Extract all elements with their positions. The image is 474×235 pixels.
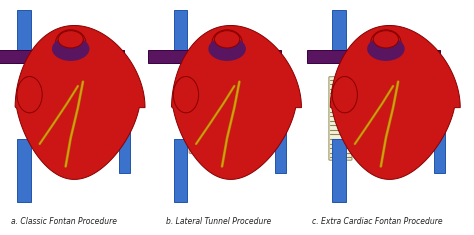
FancyBboxPatch shape: [148, 50, 281, 63]
Polygon shape: [15, 25, 145, 179]
Text: a. Classic Fontan Procedure: a. Classic Fontan Procedure: [11, 217, 117, 226]
FancyBboxPatch shape: [332, 10, 346, 63]
Ellipse shape: [214, 31, 240, 48]
FancyBboxPatch shape: [434, 63, 445, 173]
FancyBboxPatch shape: [17, 139, 31, 202]
FancyBboxPatch shape: [17, 10, 31, 63]
Ellipse shape: [367, 37, 405, 61]
FancyBboxPatch shape: [173, 139, 187, 202]
Ellipse shape: [209, 37, 246, 61]
FancyBboxPatch shape: [189, 82, 210, 153]
Ellipse shape: [17, 77, 42, 113]
Ellipse shape: [212, 30, 242, 56]
FancyBboxPatch shape: [0, 50, 125, 63]
FancyBboxPatch shape: [307, 50, 440, 63]
Ellipse shape: [55, 30, 86, 56]
Ellipse shape: [58, 31, 83, 48]
Polygon shape: [330, 25, 460, 179]
Text: c. Extra Cardiac Fontan Procedure: c. Extra Cardiac Fontan Procedure: [312, 217, 443, 226]
FancyBboxPatch shape: [173, 10, 187, 63]
Ellipse shape: [52, 37, 90, 61]
Ellipse shape: [173, 77, 199, 113]
Polygon shape: [172, 25, 301, 179]
FancyBboxPatch shape: [275, 63, 286, 173]
Ellipse shape: [373, 31, 399, 48]
FancyBboxPatch shape: [332, 139, 346, 202]
Text: b. Lateral Tunnel Procedure: b. Lateral Tunnel Procedure: [166, 217, 272, 226]
FancyBboxPatch shape: [329, 77, 352, 160]
Ellipse shape: [332, 77, 357, 113]
Ellipse shape: [371, 30, 401, 56]
FancyBboxPatch shape: [119, 63, 130, 173]
